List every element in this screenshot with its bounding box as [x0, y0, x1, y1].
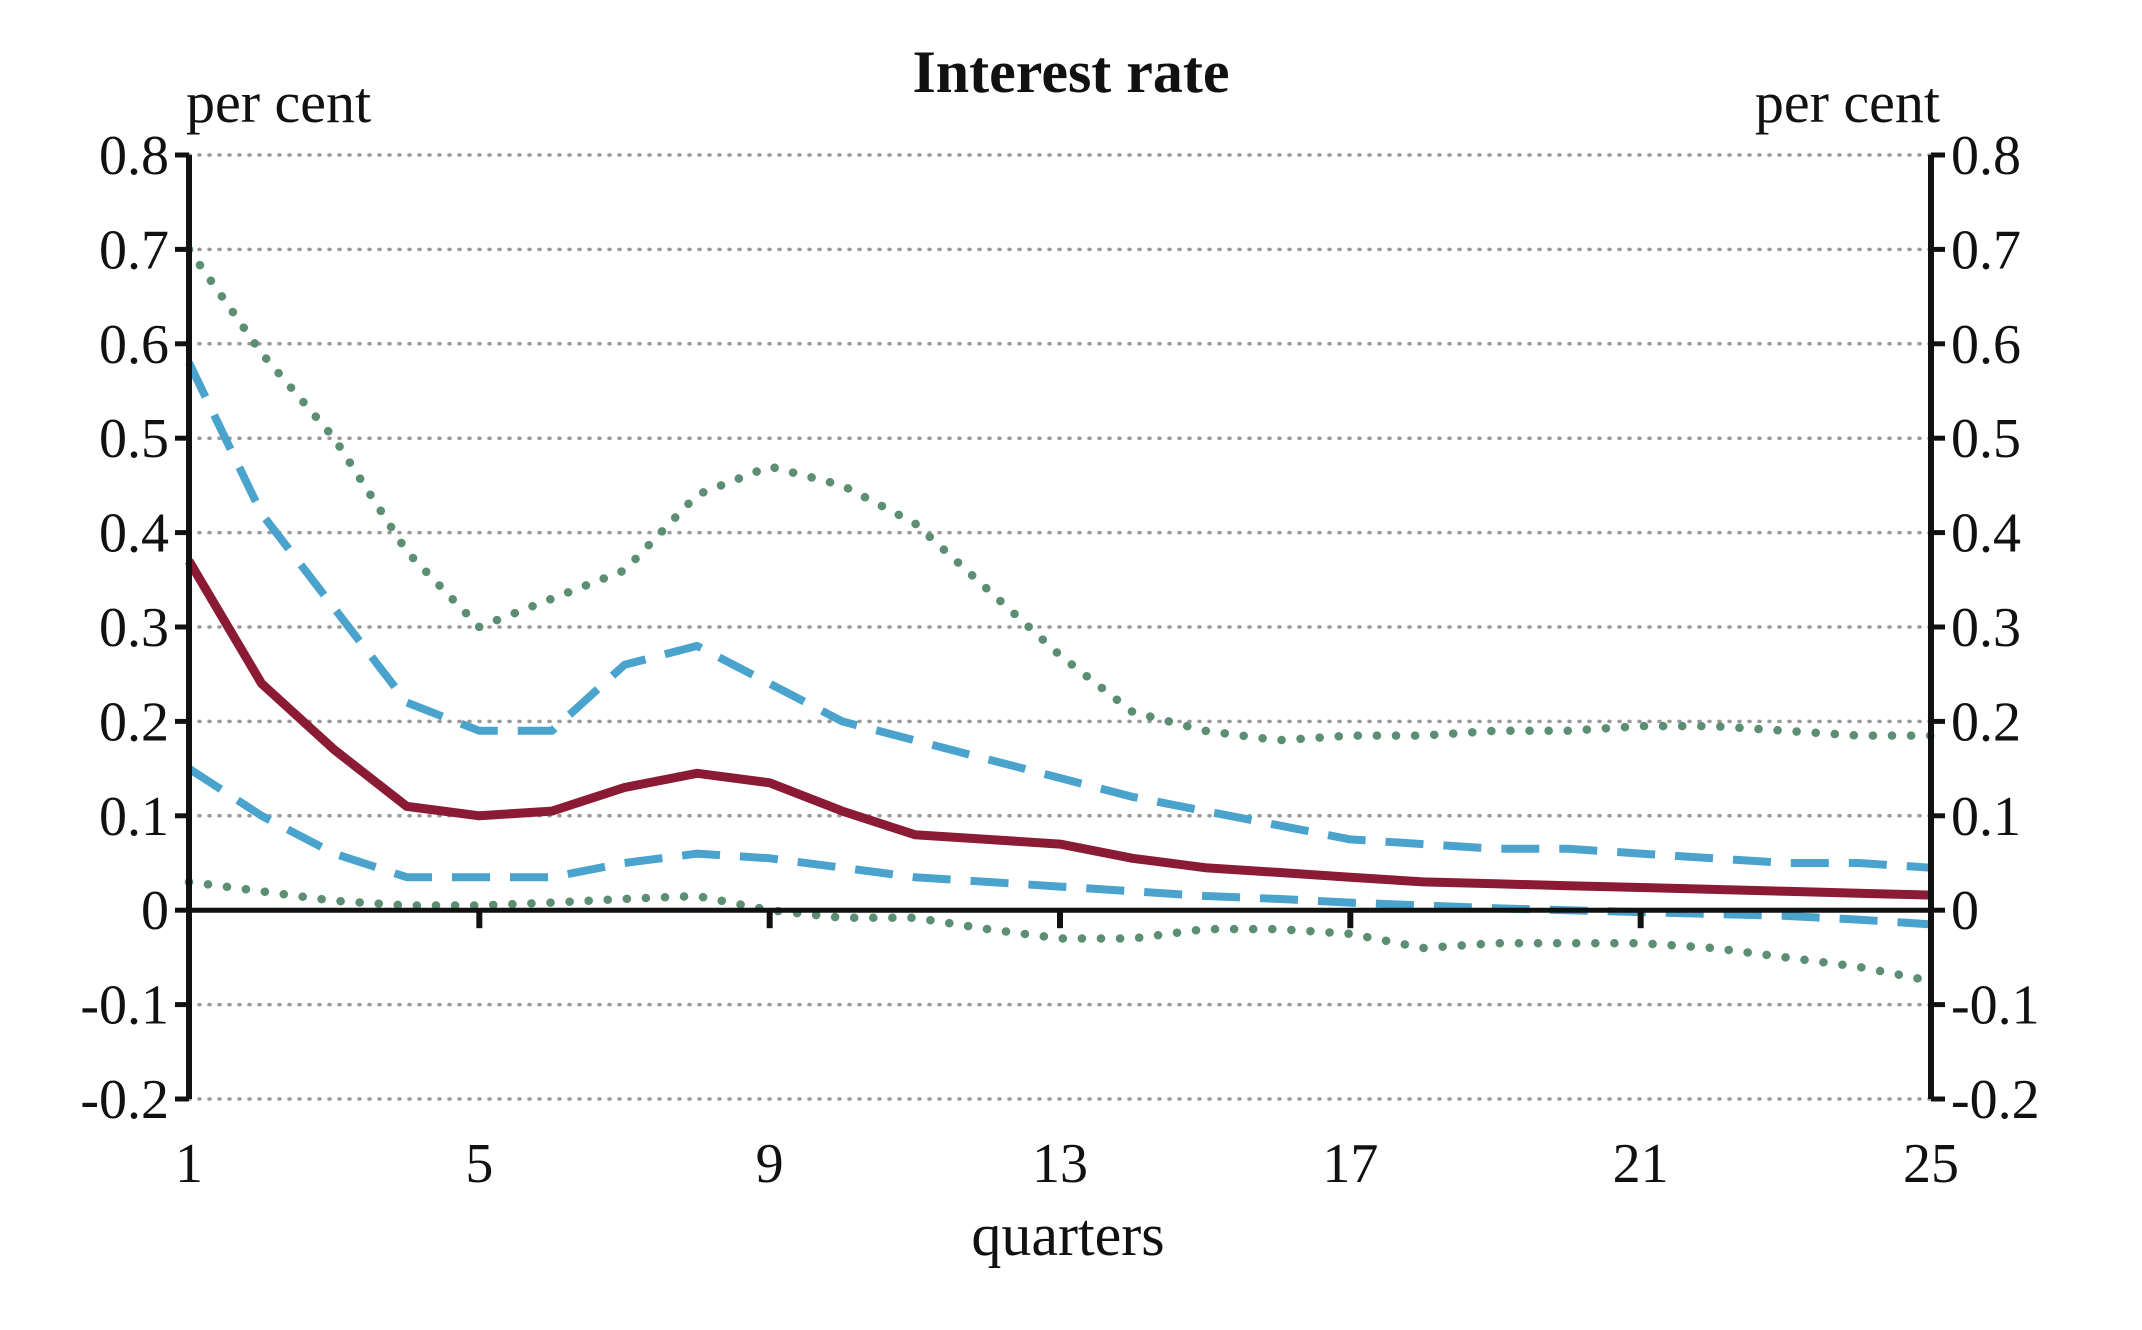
y-tick-label-right: 0.4: [1951, 503, 2021, 565]
y-tick-label-right: 0.6: [1951, 314, 2021, 376]
chart-title: Interest rate: [912, 39, 1229, 105]
y-tick-label-left: 0.4: [99, 503, 169, 565]
y-tick-label-left: 0.6: [99, 314, 169, 376]
y-tick-label-right: -0.1: [1951, 975, 2040, 1037]
x-tick-label: 9: [756, 1133, 784, 1195]
y-tick-label-left: 0.7: [99, 219, 169, 281]
x-tick-label: 17: [1322, 1133, 1378, 1195]
y-tick-label-right: 0.1: [1951, 786, 2021, 848]
y-tick-label-left: 0.5: [99, 408, 169, 470]
gridlines: [187, 153, 1933, 1101]
y-tick-label-left: 0.1: [99, 786, 169, 848]
y-tick-label-right: 0: [1951, 880, 1979, 942]
x-tick-label: 25: [1903, 1133, 1959, 1195]
y-tick-label-right: -0.2: [1951, 1069, 2040, 1131]
series-line-inner-upper: [185, 360, 1932, 872]
x-tick-label: 5: [465, 1133, 493, 1195]
y-tick-label-left: 0.3: [99, 597, 169, 659]
x-tick-label: 21: [1613, 1133, 1669, 1195]
x-axis-label: quarters: [971, 1202, 1164, 1268]
y-axis-right-unit-label: per cent: [1755, 70, 1940, 135]
y-tick-label-right: 0.3: [1951, 597, 2021, 659]
series-line-outer-lower: [184, 877, 1936, 986]
y-tick-label-left: 0.8: [99, 125, 169, 187]
y-tick-label-right: 0.2: [1951, 691, 2021, 753]
y-tick-label-left: 0: [141, 880, 169, 942]
series-line-central: [185, 558, 1932, 900]
y-tick-label-left: -0.2: [80, 1069, 169, 1131]
y-tick-label-right: 0.5: [1951, 408, 2021, 470]
x-tick-label: 1: [175, 1133, 203, 1195]
y-axis-left-unit-label: per cent: [186, 70, 371, 135]
axes: [175, 152, 1945, 1102]
y-tick-label-right: 0.7: [1951, 219, 2021, 281]
x-tick-label: 13: [1032, 1133, 1088, 1195]
series-line-outer-upper: [184, 245, 1936, 745]
tick-labels: -0.2 -0.2 -0.1 -0.1 0 0 0.1 0.1 0.2 0.2 0.3 0.3 0.4 0…: [80, 125, 2039, 1195]
y-tick-label-left: -0.1: [80, 975, 169, 1037]
y-tick-label-left: 0.2: [99, 691, 169, 753]
series-lines: [184, 245, 1936, 986]
y-tick-label-right: 0.8: [1951, 125, 2021, 187]
